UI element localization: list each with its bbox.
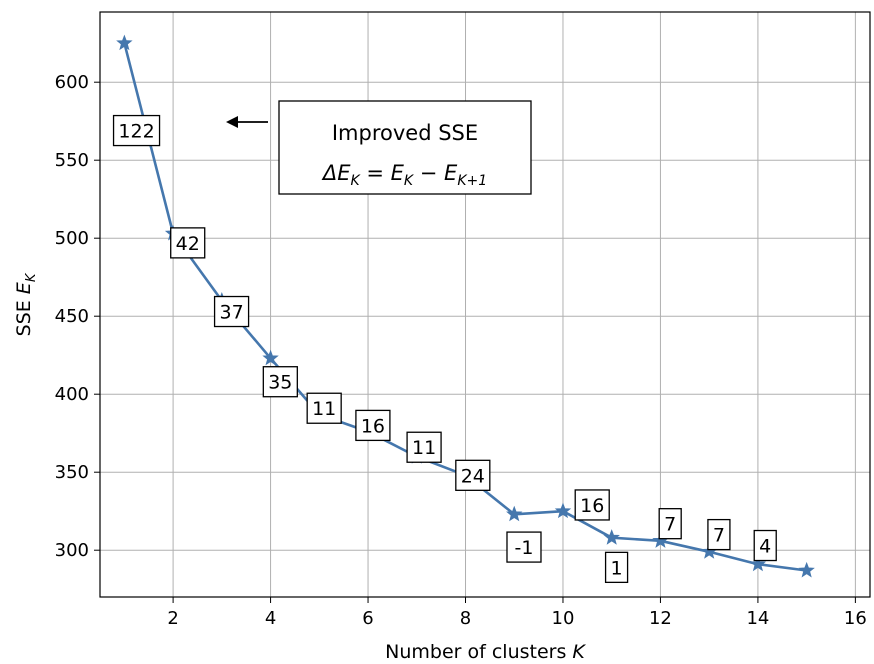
x-tick-label: 6 xyxy=(362,608,373,629)
y-tick-label: 450 xyxy=(55,306,89,327)
delta-label-text: 11 xyxy=(312,398,336,420)
data-point-star xyxy=(262,349,279,366)
delta-label-box xyxy=(658,508,682,540)
delta-label: 37 xyxy=(213,295,250,328)
y-tick-label: 300 xyxy=(55,540,89,561)
delta-label: 42 xyxy=(170,227,206,259)
delta-label: 7 xyxy=(658,508,682,540)
y-tick-label: 350 xyxy=(55,462,89,483)
delta-label: 16 xyxy=(355,409,391,442)
delta-label-text: 4 xyxy=(759,536,771,558)
y-tick-label: 600 xyxy=(55,72,89,93)
delta-label-text: 24 xyxy=(461,465,485,487)
delta-label: 1 xyxy=(604,551,629,584)
delta-label-box xyxy=(262,366,298,398)
delta-label-box xyxy=(506,531,542,563)
delta-annotation-layer: 122 42 37 35 11 16 11 24 -1 16 1 7 7 4 xyxy=(112,114,777,584)
x-tick-label: 8 xyxy=(460,608,471,629)
data-point-star xyxy=(116,34,133,51)
delta-label: 122 xyxy=(112,114,161,147)
legend-arrow-head xyxy=(226,116,238,128)
plot-frame xyxy=(99,11,871,598)
delta-label-text: 11 xyxy=(412,437,436,459)
delta-label-text: 1 xyxy=(611,557,623,579)
delta-label: 11 xyxy=(306,392,342,424)
delta-label-box xyxy=(306,392,342,424)
delta-label-box xyxy=(406,431,442,463)
data-point-star xyxy=(749,555,767,572)
delta-label: 7 xyxy=(707,518,731,551)
x-tick-label: 10 xyxy=(552,608,575,629)
delta-label-box xyxy=(112,114,161,147)
delta-label: 11 xyxy=(406,431,442,463)
delta-label-text: 122 xyxy=(118,121,154,143)
x-tick-label: 2 xyxy=(167,608,178,629)
data-point-star xyxy=(554,502,572,519)
x-tick-label: 4 xyxy=(265,608,276,629)
delta-label-text: 7 xyxy=(664,514,676,536)
delta-label-box xyxy=(355,409,391,442)
delta-label-box xyxy=(170,227,206,259)
x-tick-label: 16 xyxy=(844,608,867,629)
delta-label: 16 xyxy=(574,489,610,521)
delta-label: 35 xyxy=(262,366,298,398)
delta-label-text: 7 xyxy=(713,525,725,547)
delta-label-box xyxy=(604,551,629,584)
legend-title: Improved SSE xyxy=(332,121,478,145)
data-point-star xyxy=(798,561,815,578)
x-tick-label: 14 xyxy=(746,608,769,629)
delta-label-text: 42 xyxy=(176,233,200,255)
legend-formula: ΔEK = EK − EK+1 xyxy=(321,161,487,189)
delta-label-box xyxy=(213,295,250,328)
y-axis-label: SSE EK xyxy=(13,272,39,336)
delta-label-text: -1 xyxy=(515,537,534,559)
delta-label-box xyxy=(753,529,777,562)
y-tick-label: 500 xyxy=(55,228,89,249)
delta-label: 24 xyxy=(455,459,491,491)
delta-label-box xyxy=(455,459,491,491)
legend-box-frame xyxy=(278,100,532,195)
x-axis-label: Number of clusters K xyxy=(385,641,586,663)
y-tick-label: 400 xyxy=(55,384,89,405)
delta-label-text: 16 xyxy=(361,415,385,437)
y-tick-label: 550 xyxy=(55,150,89,171)
delta-label-box xyxy=(707,518,731,551)
data-point-star xyxy=(603,529,620,545)
delta-label-box xyxy=(574,489,610,521)
delta-label: -1 xyxy=(506,531,542,563)
delta-label: 4 xyxy=(753,529,777,562)
delta-label-text: 35 xyxy=(268,372,292,394)
delta-label-text: 37 xyxy=(219,302,243,324)
x-tick-label: 12 xyxy=(649,608,672,629)
delta-label-text: 16 xyxy=(580,495,604,517)
data-point-star xyxy=(506,505,523,522)
improved-sse-legend-box: Improved SSE ΔEK = EK − EK+1 xyxy=(226,100,532,195)
